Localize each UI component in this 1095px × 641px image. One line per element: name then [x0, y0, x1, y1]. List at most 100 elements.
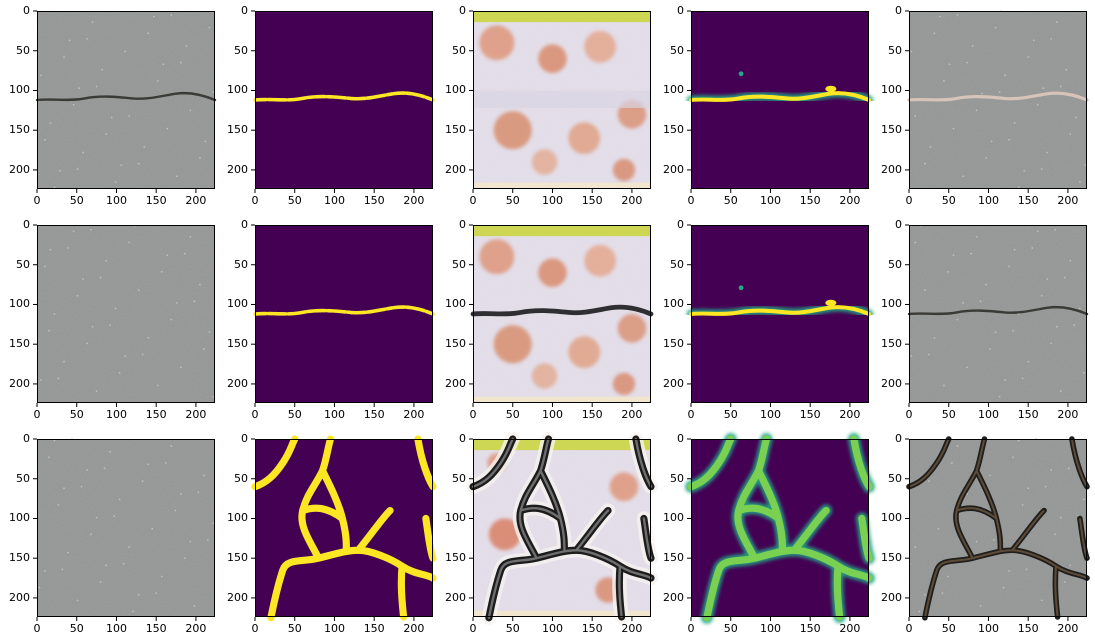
panel-image	[686, 225, 874, 403]
y-tick-label: 50	[16, 471, 30, 485]
mask-crack	[253, 305, 435, 316]
panel-r2-c5: 0 50 100 150 200 0 50 100 150 200	[881, 219, 1089, 420]
x-tick-label: 100	[759, 622, 781, 635]
x-tick-label: 100	[977, 408, 999, 421]
surface-texture	[37, 225, 215, 403]
panel-image	[465, 431, 659, 625]
panel-image	[907, 224, 1089, 404]
panel-r1-c5: 0 50 100 150 200 0 50 100 150 200	[881, 5, 1089, 206]
x-tick-label: 150	[581, 194, 603, 207]
x-tick-label: 50	[723, 194, 738, 207]
y-tick-label: 150	[881, 551, 902, 565]
y-tick-label: 0	[895, 218, 902, 231]
x-tick-label: 200	[403, 408, 425, 421]
mask-crack	[251, 435, 437, 622]
panel-r3-c2: 0 50 100 150 200 0 50 100 150 200	[227, 433, 437, 634]
y-tick-label: 150	[445, 551, 466, 565]
x-tick-label: 0	[33, 194, 41, 207]
axes	[469, 10, 651, 193]
y-tick-label: 200	[663, 590, 684, 604]
top-band	[473, 11, 651, 23]
x-tick-label: 100	[759, 194, 781, 207]
y-tick-label: 200	[881, 376, 902, 390]
axes-frame	[691, 225, 869, 403]
y-tick-label: 50	[888, 257, 902, 271]
y-tick-label: 100	[881, 297, 902, 311]
x-tick-label: 150	[1017, 622, 1039, 635]
axes-frame	[37, 11, 215, 189]
x-tick-label: 150	[145, 408, 167, 421]
y-tick-label: 150	[663, 551, 684, 565]
x-tick-label: 0	[905, 194, 913, 207]
x-tick-label: 200	[1057, 408, 1079, 421]
y-tick-label: 0	[459, 218, 466, 231]
axes-frame	[909, 11, 1087, 189]
x-tick-label: 50	[69, 194, 84, 207]
x-tick-label: 100	[105, 408, 127, 421]
panel-r2-c2: 0 50 100 150 200 0 50 100 150 200	[227, 219, 435, 420]
y-tick-label: 100	[227, 297, 248, 311]
top-band	[473, 225, 651, 237]
x-tick-label: 0	[469, 622, 477, 635]
panel-image	[253, 225, 435, 403]
crack-line	[907, 305, 1089, 316]
y-tick-label: 200	[9, 590, 30, 604]
x-tick-label: 200	[839, 622, 861, 635]
y-tick-label: 0	[241, 432, 248, 445]
panel-image	[37, 224, 215, 404]
panel-image	[907, 10, 1089, 189]
panel-r1-c1: 0 50 100 150 200 0 50 100 150 200	[9, 5, 217, 206]
panel-image	[686, 11, 874, 189]
x-tick-label: 200	[185, 622, 207, 635]
y-tick-label: 0	[241, 218, 248, 231]
x-tick-label: 50	[941, 622, 956, 635]
x-tick-label: 150	[799, 622, 821, 635]
y-tick-label: 0	[23, 218, 30, 231]
y-tick-label: 50	[452, 43, 466, 57]
y-tick-label: 50	[234, 471, 248, 485]
axes	[251, 10, 433, 193]
axes	[251, 224, 433, 407]
x-tick-label: 50	[505, 408, 520, 421]
x-tick-label: 0	[687, 194, 695, 207]
panel-r3-c5: 0 50 100 150 200 0 50 100 150 200	[881, 433, 1090, 634]
panel-r1-c4: 0 50 100 150 200 0 50 100 150 200	[663, 5, 874, 206]
x-tick-label: 0	[469, 408, 477, 421]
x-tick-label: 0	[251, 622, 259, 635]
y-tick-label: 150	[881, 337, 902, 351]
y-tick-label: 50	[670, 257, 684, 271]
x-tick-label: 100	[977, 194, 999, 207]
y-tick-label: 100	[9, 297, 30, 311]
x-tick-label: 100	[323, 194, 345, 207]
y-tick-label: 200	[9, 376, 30, 390]
x-tick-label: 150	[145, 622, 167, 635]
axes-frame	[691, 11, 869, 189]
mask-crack	[687, 435, 873, 622]
x-tick-label: 150	[363, 622, 385, 635]
axes-frame	[255, 11, 433, 189]
y-tick-label: 200	[445, 376, 466, 390]
axes-frame	[473, 11, 651, 189]
x-tick-label: 100	[541, 408, 563, 421]
axes-frame	[37, 225, 215, 403]
panel-r1-c2: 0 50 100 150 200 0 50 100 150 200	[227, 5, 435, 206]
x-tick-label: 50	[505, 194, 520, 207]
y-tick-label: 50	[16, 257, 30, 271]
x-tick-label: 100	[541, 194, 563, 207]
x-tick-label: 150	[1017, 194, 1039, 207]
x-tick-label: 100	[323, 622, 345, 635]
y-tick-label: 150	[445, 337, 466, 351]
panel-image	[37, 438, 215, 617]
x-tick-label: 150	[581, 622, 603, 635]
y-tick-label: 100	[663, 511, 684, 525]
panel-r2-c3: 0 50 100 150 200 0 50 100 150 200	[445, 219, 654, 420]
y-tick-label: 100	[9, 511, 30, 525]
x-tick-label: 50	[723, 408, 738, 421]
axes-frame	[255, 225, 433, 403]
y-tick-label: 150	[445, 123, 466, 137]
y-tick-label: 200	[227, 162, 248, 176]
crack-line	[35, 91, 217, 102]
y-tick-label: 0	[895, 432, 902, 445]
mask-crack	[689, 91, 871, 102]
